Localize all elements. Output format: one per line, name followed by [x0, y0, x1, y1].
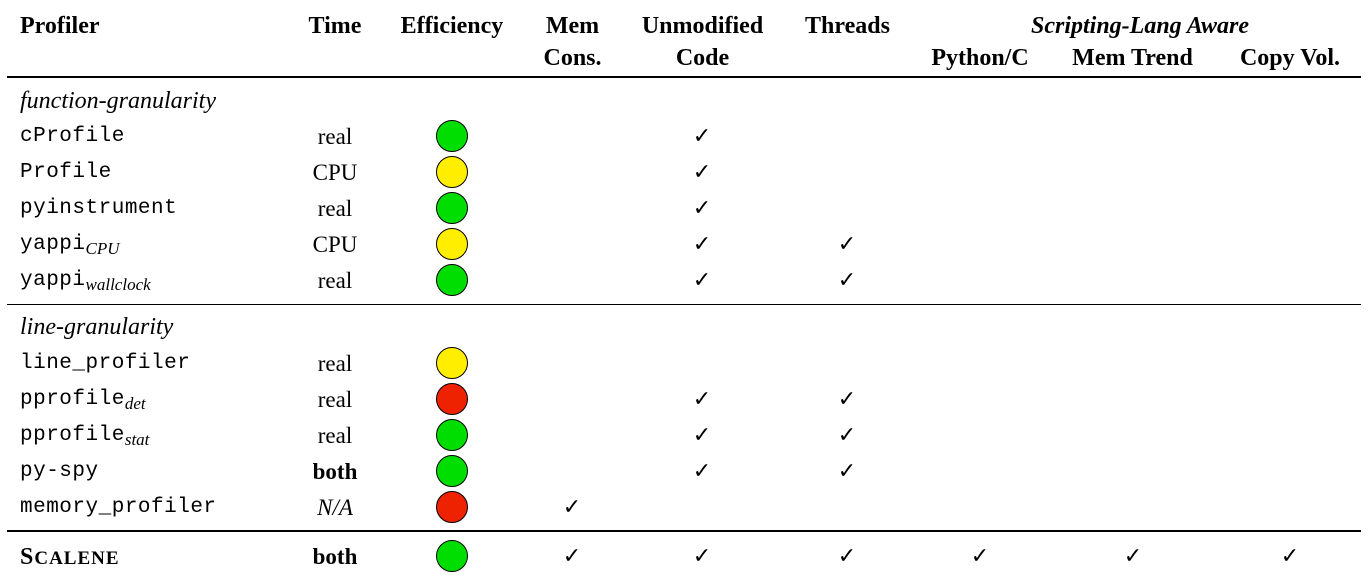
efficiency-indicator-green — [436, 455, 468, 487]
header-unmodified-line1: Unmodified — [641, 13, 764, 39]
header-time: Time — [308, 13, 362, 39]
profiler-name-subscript: stat — [124, 430, 150, 449]
efficiency-indicator-green — [436, 192, 468, 224]
profiler-name-text: cProfile — [20, 125, 125, 148]
check-unmod: ✓ — [692, 160, 712, 185]
check-pyc: ✓ — [970, 544, 990, 569]
check-unmod: ✓ — [692, 196, 712, 221]
table-row-scalene: SCALENE both ✓ ✓ ✓ ✓ ✓ ✓ — [0, 539, 1368, 575]
efficiency-indicator-green — [436, 264, 468, 296]
profiler-name: Profile — [20, 155, 112, 191]
profiler-name-text: yappi — [20, 233, 86, 256]
header-unmodified-line2: Code — [675, 45, 730, 71]
check-unmod: ✓ — [692, 459, 712, 484]
efficiency-indicator-red — [436, 383, 468, 415]
profiler-name-text: pyinstrument — [20, 197, 178, 220]
check-threads: ✓ — [837, 387, 857, 412]
profiler-time: CPU — [312, 160, 358, 185]
profiler-name: pprofiledet — [20, 382, 146, 418]
table-row: pprofiledet real ✓ ✓ — [0, 382, 1368, 418]
efficiency-indicator-green — [436, 120, 468, 152]
check-unmod: ✓ — [692, 124, 712, 149]
header-threads: Threads — [805, 13, 890, 39]
profiler-name: yappiwallclock — [20, 263, 151, 299]
profiler-time: real — [317, 351, 353, 376]
table-row: memory_profiler N/A ✓ — [0, 490, 1368, 526]
check-trend: ✓ — [1123, 544, 1143, 569]
scalene-time: both — [312, 544, 358, 569]
check-threads: ✓ — [837, 459, 857, 484]
check-unmod: ✓ — [692, 232, 712, 257]
table-row: yappiCPU CPU ✓ ✓ — [0, 227, 1368, 263]
header-copy-vol: Copy Vol. — [1239, 45, 1341, 71]
profiler-name: pprofilestat — [20, 418, 149, 454]
section-rule — [7, 304, 1361, 305]
profiler-name: cProfile — [20, 119, 125, 155]
profiler-time: CPU — [312, 232, 358, 257]
efficiency-indicator-yellow — [436, 156, 468, 188]
profiler-name-text: line_profiler — [20, 352, 191, 375]
check-unmod: ✓ — [692, 423, 712, 448]
efficiency-indicator — [436, 540, 468, 572]
profiler-name-text: Profile — [20, 161, 112, 184]
scalene-rule — [7, 530, 1361, 532]
table-row: Profile CPU ✓ — [0, 155, 1368, 191]
check-threads: ✓ — [837, 232, 857, 257]
profiler-time: both — [312, 459, 358, 484]
profiler-name: line_profiler — [20, 346, 190, 382]
check-unmod: ✓ — [692, 268, 712, 293]
profiler-time: real — [317, 387, 353, 412]
scalene-rest: CALENE — [34, 548, 120, 569]
profiler-name: py-spy — [20, 454, 99, 490]
profiler-time: N/A — [317, 495, 353, 520]
profiler-name-text: yappi — [20, 269, 86, 292]
profiler-name: yappiCPU — [20, 227, 120, 263]
profiler-name-text: memory_profiler — [20, 496, 217, 519]
efficiency-indicator-red — [436, 491, 468, 523]
profiler-name-text: pprofile — [20, 424, 125, 447]
scalene-initial: S — [20, 544, 35, 570]
check-unmod: ✓ — [692, 544, 712, 569]
check-mem: ✓ — [562, 544, 582, 569]
profiler-name-text: py-spy — [20, 460, 99, 483]
section-line-granularity: line-granularity — [20, 314, 174, 340]
efficiency-indicator-green — [436, 419, 468, 451]
profiler-name-text: pprofile — [20, 388, 125, 411]
header-efficiency: Efficiency — [400, 13, 504, 39]
profiler-name-scalene: SCALENE — [20, 539, 120, 575]
header-python-c: Python/C — [931, 45, 1029, 71]
check-threads: ✓ — [837, 544, 857, 569]
profiler-name-subscript: wallclock — [85, 275, 151, 294]
profiler-name: pyinstrument — [20, 191, 177, 227]
table-row: py-spy both ✓ ✓ — [0, 454, 1368, 490]
section-function-granularity: function-granularity — [20, 88, 216, 114]
profiler-time: real — [317, 124, 353, 149]
profiler-time: real — [317, 423, 353, 448]
header-mem-line1: Mem — [545, 13, 600, 39]
header-mem-trend: Mem Trend — [1072, 45, 1193, 71]
table-row: pprofilestat real ✓ ✓ — [0, 418, 1368, 454]
check-threads: ✓ — [837, 423, 857, 448]
header-profiler: Profiler — [20, 13, 100, 39]
profiler-time: real — [317, 196, 353, 221]
check-unmod: ✓ — [692, 387, 712, 412]
efficiency-indicator-yellow — [436, 347, 468, 379]
header-scripting-lang-aware: Scripting-Lang Aware — [1030, 13, 1250, 39]
table-row: pyinstrument real ✓ — [0, 191, 1368, 227]
table-row: yappiwallclock real ✓ ✓ — [0, 263, 1368, 299]
profiler-name: memory_profiler — [20, 490, 217, 526]
profiler-time: real — [317, 268, 353, 293]
check-threads: ✓ — [837, 268, 857, 293]
header-rule — [7, 76, 1361, 78]
efficiency-indicator-yellow — [436, 228, 468, 260]
check-copy: ✓ — [1280, 544, 1300, 569]
table-row: cProfile real ✓ — [0, 119, 1368, 155]
header-mem-line2: Cons. — [543, 45, 602, 71]
table-row: line_profiler real — [0, 346, 1368, 382]
profiler-name-subscript: CPU — [85, 239, 120, 258]
check-mem: ✓ — [562, 495, 582, 520]
profiler-name-subscript: det — [124, 394, 146, 413]
